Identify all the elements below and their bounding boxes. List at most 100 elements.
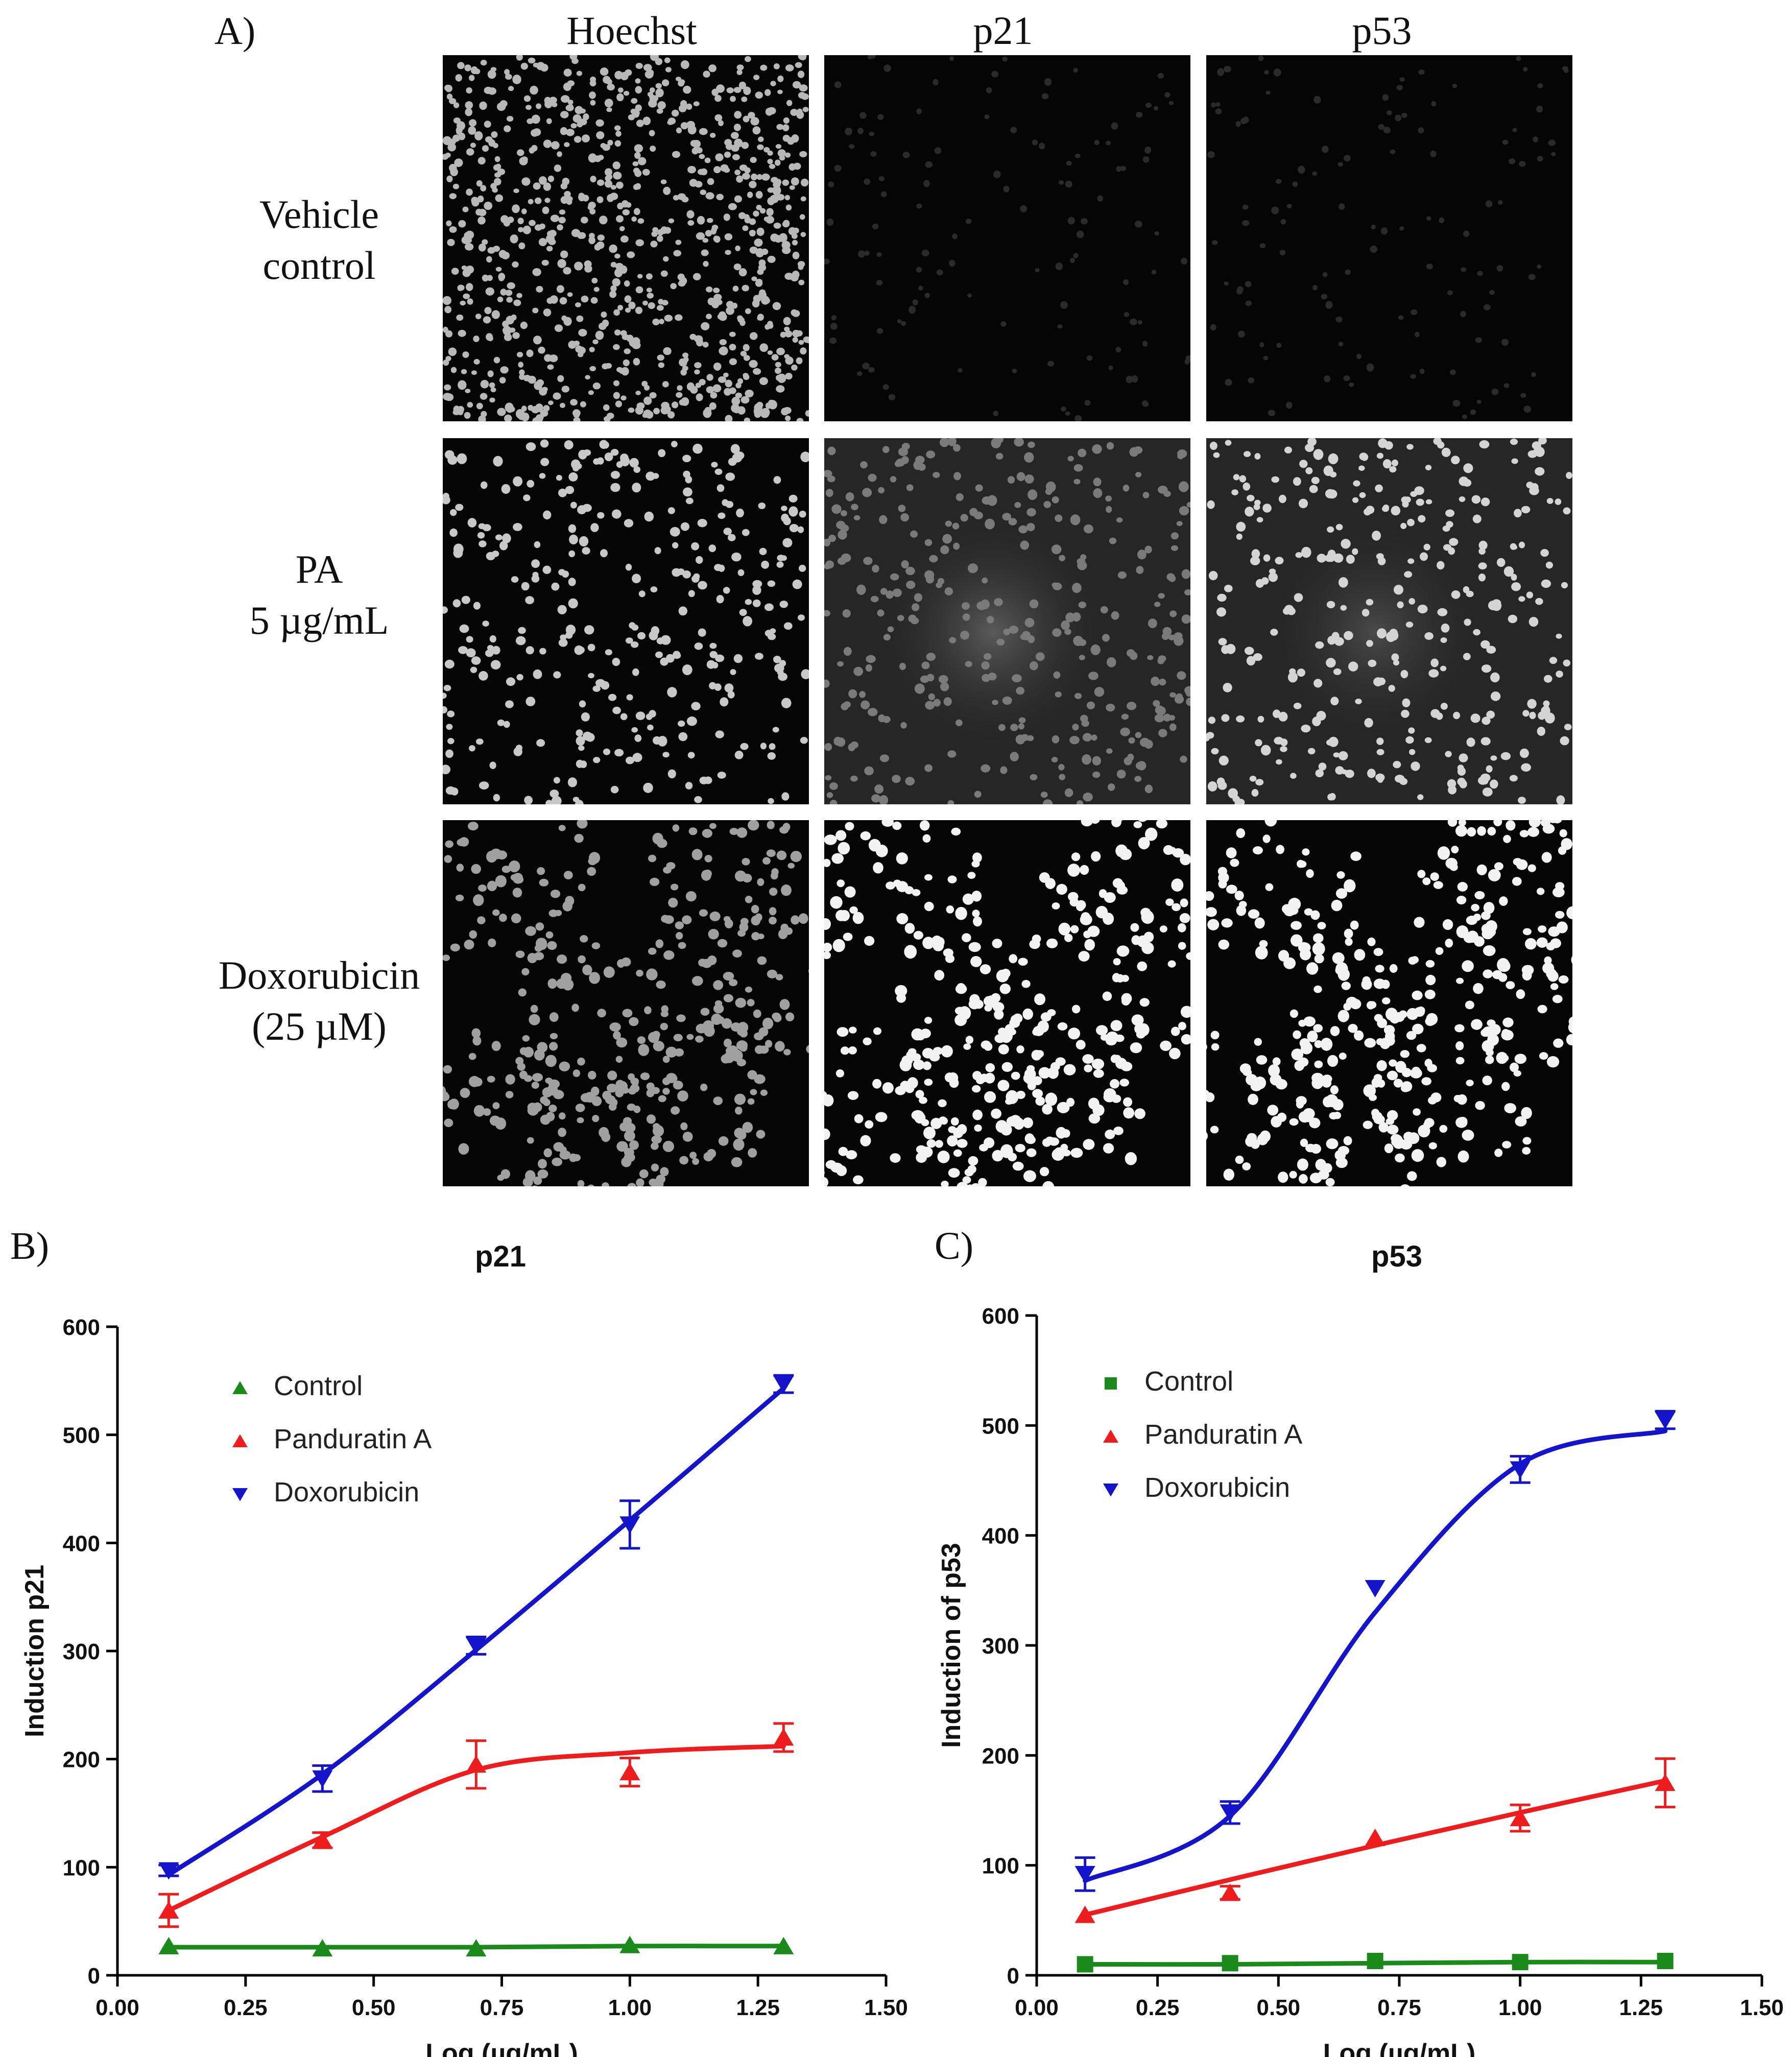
- row-label-line: control: [262, 243, 376, 288]
- cell-nucleus: [962, 602, 970, 610]
- cell-nucleus: [933, 472, 940, 478]
- cell-nucleus: [1003, 628, 1010, 636]
- cell-nucleus: [824, 951, 831, 960]
- cell-nucleus: [603, 748, 611, 755]
- cell-nucleus: [1251, 789, 1259, 797]
- cell-nucleus: [1372, 1112, 1383, 1121]
- cell-nucleus: [767, 107, 776, 115]
- cell-nucleus: [1256, 1055, 1268, 1065]
- cell-nucleus: [1490, 691, 1501, 701]
- cell-nucleus: [1417, 870, 1426, 878]
- cell-nucleus: [745, 390, 754, 398]
- cell-nucleus: [1395, 114, 1401, 122]
- cell-nucleus: [1078, 639, 1087, 646]
- cell-nucleus: [859, 112, 867, 119]
- cell-nucleus: [465, 101, 473, 109]
- cell-nucleus: [742, 173, 750, 180]
- cell-nucleus: [1493, 820, 1502, 826]
- cell-nucleus: [602, 363, 609, 370]
- cell-nucleus: [1485, 200, 1493, 207]
- cell-nucleus: [853, 1175, 864, 1185]
- cell-nucleus: [599, 216, 608, 225]
- cell-nucleus: [781, 884, 792, 896]
- cell-nucleus: [1209, 441, 1217, 450]
- cell-nucleus: [541, 259, 549, 266]
- cell-nucleus: [992, 939, 1002, 948]
- cell-nucleus: [1309, 485, 1318, 493]
- cell-nucleus: [843, 701, 851, 708]
- cell-nucleus: [1353, 480, 1360, 487]
- cell-nucleus: [1566, 472, 1572, 479]
- cell-nucleus: [1121, 713, 1129, 720]
- cell-nucleus: [827, 475, 835, 483]
- cell-nucleus: [1254, 917, 1265, 929]
- cell-nucleus: [1208, 571, 1218, 581]
- cell-nucleus: [1253, 653, 1262, 661]
- cell-nucleus: [924, 1079, 933, 1086]
- cell-nucleus: [613, 380, 619, 387]
- cell-nucleus: [717, 314, 725, 320]
- cell-nucleus: [919, 820, 930, 831]
- cell-nucleus: [772, 1012, 781, 1020]
- cell-nucleus: [580, 1093, 591, 1103]
- cell-nucleus: [1271, 476, 1279, 483]
- cell-nucleus: [1520, 393, 1526, 398]
- cell-nucleus: [549, 354, 558, 363]
- cell-nucleus: [733, 654, 743, 663]
- cell-nucleus: [784, 152, 791, 158]
- cell-nucleus: [497, 719, 505, 726]
- cell-nucleus: [1510, 1062, 1519, 1072]
- cell-nucleus: [1116, 166, 1121, 172]
- cell-nucleus: [1036, 1050, 1044, 1058]
- cell-nucleus: [1527, 864, 1536, 872]
- cell-nucleus: [1376, 452, 1383, 459]
- cell-nucleus: [756, 1130, 766, 1139]
- cell-nucleus: [844, 886, 856, 898]
- cell-nucleus: [474, 131, 483, 140]
- cell-nucleus: [933, 940, 944, 951]
- cell-nucleus: [1510, 543, 1517, 550]
- cell-nucleus: [602, 1182, 609, 1186]
- cell-nucleus: [1477, 271, 1483, 276]
- cell-nucleus: [610, 285, 617, 292]
- cell-nucleus: [444, 450, 455, 459]
- cell-nucleus: [774, 159, 781, 166]
- cell-nucleus: [1271, 1116, 1282, 1128]
- cell-nucleus: [1343, 1002, 1351, 1011]
- cell-nucleus: [649, 392, 657, 399]
- cell-nucleus: [559, 1150, 571, 1160]
- cell-nucleus: [1337, 1146, 1350, 1156]
- cell-nucleus: [1377, 776, 1383, 783]
- cell-nucleus: [571, 459, 581, 469]
- cell-nucleus: [949, 56, 954, 61]
- cell-nucleus: [1158, 486, 1168, 494]
- cell-nucleus: [1090, 820, 1100, 824]
- cell-nucleus: [1248, 377, 1255, 384]
- cell-nucleus: [735, 392, 743, 398]
- cell-nucleus: [1550, 938, 1561, 948]
- cell-nucleus: [639, 1169, 649, 1179]
- cell-nucleus: [1382, 997, 1391, 1004]
- cell-nucleus: [655, 651, 663, 658]
- cell-nucleus: [1113, 958, 1121, 966]
- cell-nucleus: [640, 1072, 650, 1081]
- cell-nucleus: [556, 285, 564, 293]
- micrograph-vehicle-p53: [1206, 55, 1572, 421]
- legend-label: Panduratin A: [1144, 1419, 1302, 1450]
- cell-nucleus: [624, 1122, 636, 1133]
- cell-nucleus: [1528, 820, 1541, 828]
- cell-nucleus: [1073, 67, 1078, 73]
- cell-nucleus: [625, 307, 631, 313]
- cell-nucleus: [449, 193, 457, 199]
- cell-nucleus: [1067, 456, 1074, 462]
- cell-nucleus: [495, 267, 502, 272]
- cell-nucleus: [575, 302, 581, 307]
- cell-nucleus: [980, 599, 990, 609]
- cell-nucleus: [668, 898, 678, 908]
- cell-nucleus: [806, 1045, 809, 1054]
- cell-nucleus: [612, 161, 620, 170]
- cell-nucleus: [549, 295, 558, 304]
- cell-nucleus: [1389, 1059, 1397, 1067]
- cell-nucleus: [558, 638, 568, 647]
- cell-nucleus: [608, 1103, 617, 1111]
